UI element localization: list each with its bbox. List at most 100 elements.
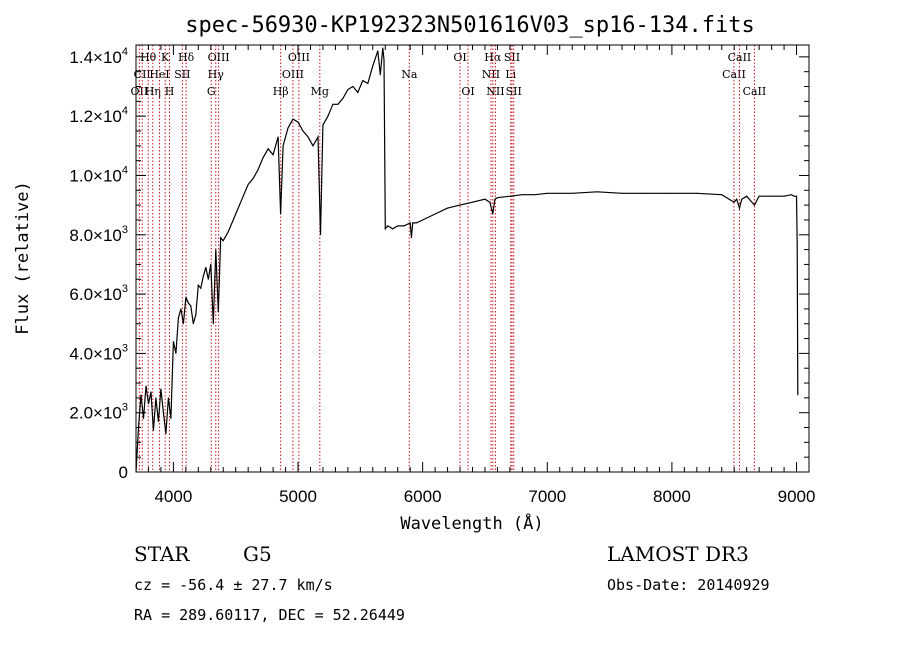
line-label: SII: [504, 51, 520, 64]
spectrum-point: [217, 311, 219, 313]
spectrum-point: [160, 388, 162, 390]
line-label: NII: [482, 68, 500, 81]
spectrum-point: [227, 231, 229, 233]
line-label: CaII: [743, 85, 767, 98]
spectrum-series: [135, 47, 799, 473]
spectrum-point: [384, 228, 386, 230]
spectrum-point: [172, 341, 174, 342]
spectrum-point: [175, 352, 177, 354]
spectrum-point: [145, 385, 147, 387]
x-tick-label: 6000: [404, 487, 442, 506]
spectrum-point: [302, 130, 304, 132]
spectrum-point: [307, 136, 309, 138]
spectrum-point: [422, 219, 424, 221]
x-tick-label: 8000: [653, 487, 691, 506]
info-panel: STAR G5 LAMOST DR3 cz = -56.4 ± 27.7 km/…: [134, 542, 770, 624]
spectrum-point: [197, 284, 199, 286]
y-tick-mantissa: 6.0×10: [69, 285, 121, 304]
spectrum-point: [379, 74, 381, 76]
y-tick-mantissa: 1.2×10: [69, 107, 121, 126]
line-label: NII: [486, 85, 504, 98]
spectrum-point: [167, 397, 169, 399]
x-axis-label: Wavelength (Å): [400, 512, 543, 534]
spectrum-point: [272, 154, 274, 156]
y-tick-mantissa: 1.0×10: [69, 166, 121, 185]
line-label: OII: [131, 85, 149, 98]
plot-frame: [135, 44, 810, 473]
spectrum-point: [252, 177, 254, 179]
spectrum-point: [282, 145, 284, 147]
spectrum-point: [494, 198, 496, 200]
line-label: Hη: [145, 85, 161, 98]
x-tick-label: 4000: [154, 487, 192, 506]
x-tick-label: 9000: [778, 487, 816, 506]
y-tick-exponent: 4: [122, 105, 128, 117]
spectrum-point: [357, 91, 359, 93]
line-label: SII: [506, 85, 522, 98]
obs-date: Obs-Date: 20140929: [607, 576, 770, 594]
line-label: Mg: [311, 85, 329, 98]
spectrum-point: [242, 195, 244, 197]
y-tick-label: 1.2×104: [69, 105, 128, 126]
spectrum-point: [459, 204, 461, 206]
spectrum-point: [215, 249, 217, 251]
survey-name: LAMOST DR3: [607, 542, 749, 566]
spectrum-point: [753, 204, 755, 206]
y-axis-label: Flux (relative): [13, 181, 33, 335]
spectrum-point: [397, 225, 399, 227]
y-tick-exponent: 3: [122, 342, 128, 354]
spectrum-point: [489, 201, 491, 203]
spectrum-point: [791, 194, 793, 196]
spectrum-point: [434, 213, 436, 215]
spectrum-point: [327, 115, 329, 117]
spectrum-point: [262, 157, 264, 159]
spectrum-point: [796, 243, 798, 245]
spectrum-point: [596, 191, 598, 193]
spectrum-point: [571, 192, 573, 194]
spectrum-point: [162, 412, 164, 414]
spectrum-point: [187, 302, 189, 304]
spectrum-point: [509, 195, 511, 197]
spectrum-point: [157, 421, 159, 423]
chart-title: spec-56930-KP192323N501616V03_sp16-134.f…: [185, 13, 755, 38]
spectrum-point: [521, 194, 523, 196]
y-tick-label: 1.4×104: [69, 46, 128, 67]
spectrum-point: [736, 198, 738, 200]
line-label: HeI: [149, 68, 169, 81]
spectrum-point: [347, 89, 349, 90]
spectrum-point: [212, 323, 214, 325]
y-tick-exponent: 3: [122, 283, 128, 295]
y-tick-mantissa: 4.0×10: [69, 344, 121, 363]
spectrum-point: [739, 207, 740, 209]
spectrum-point: [387, 225, 389, 227]
spectrum-point: [546, 192, 548, 194]
spectrum-point: [472, 201, 473, 203]
spectrum-point: [332, 103, 334, 105]
x-axis: 4000 5000 6000 7000 8000 9000: [135, 45, 816, 506]
spectrum-point: [143, 418, 144, 420]
spectrum-point: [412, 222, 414, 224]
line-label: Na: [401, 68, 418, 81]
spectrum-point: [152, 430, 154, 431]
spectrum-point: [180, 308, 182, 310]
spectrum-point: [377, 50, 379, 52]
spectrum-point: [222, 240, 224, 242]
spectrum-point: [267, 148, 269, 150]
y-tick-exponent: 4: [122, 46, 128, 58]
y-tick-label: 2.0×103: [69, 402, 128, 423]
spectrum-point: [205, 266, 207, 268]
spectrum-point: [492, 213, 494, 215]
y-tick-label: 4.0×103: [69, 342, 128, 363]
spectrum-point: [392, 228, 394, 230]
coordinates: RA = 289.60117, DEC = 52.26449: [134, 606, 405, 624]
spectrum-point: [297, 121, 299, 123]
spectrum-point: [185, 296, 187, 298]
line-label: CaII: [722, 68, 746, 81]
spectrum-point: [322, 124, 324, 126]
spectrum-point: [671, 192, 673, 194]
line-label: G: [207, 85, 216, 98]
spectrum-point: [210, 263, 212, 265]
y-tick-exponent: 3: [122, 402, 128, 414]
line-label: OIII: [288, 51, 310, 64]
x-tick-label: 7000: [528, 487, 566, 506]
